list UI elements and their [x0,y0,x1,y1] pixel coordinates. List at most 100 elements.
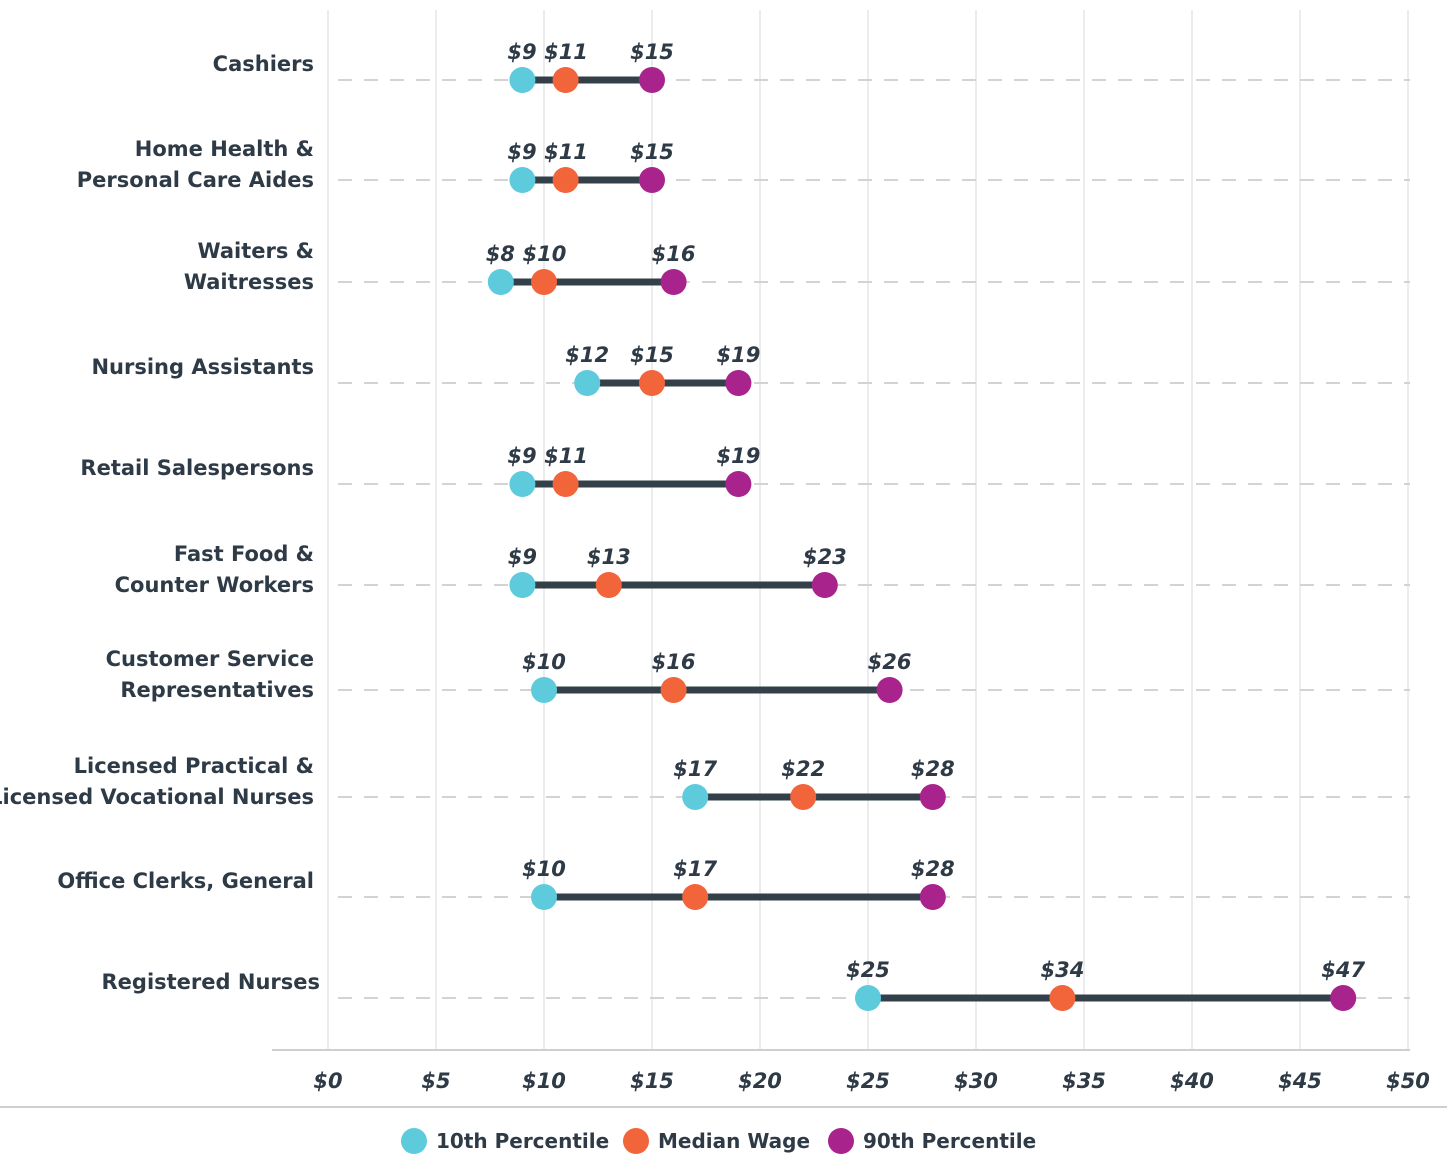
x-tick-label: $50 [1386,1069,1430,1093]
category-label: Cashiers [213,52,314,76]
point-10th-percentile [574,370,601,396]
legend-label: Median Wage [658,1129,810,1153]
category-label: Customer Service [106,647,314,671]
point-median-wage [639,370,665,396]
point-median-wage [595,572,622,598]
category-labels: Cashiers Home Health & Personal Care Aides… [0,52,320,994]
value-label: $22 [781,757,825,781]
value-label: $17 [673,857,717,881]
category-label: Waiters & [197,239,314,263]
value-label: $15 [630,40,674,64]
value-label: $17 [673,757,717,781]
category-label: Registered Nurses [102,970,321,994]
value-label: $19 [716,444,760,468]
point-90th-percentile [725,370,752,396]
point-90th-percentile [876,677,903,703]
x-axis: $0 $5 $10 $15 $20 $25 $30 $35 $40 $45 $50 [0,1049,1447,1108]
category-label: Counter Workers [115,573,314,597]
value-label: $26 [868,650,912,674]
point-median-wage [1049,985,1076,1011]
category-label: Retail Salespersons [80,456,314,480]
category-label: Office Clerks, General [57,869,314,893]
point-90th-percentile [1330,985,1357,1011]
value-labels: $9 $11 $15 $9 $11 $15 $8 $10 $16 $12 $15 $19 $9 $11 $1… [486,40,1366,982]
point-median-wage [552,167,579,193]
point-90th-percentile [639,67,665,93]
value-label: $13 [587,545,631,569]
legend-label: 90th Percentile [863,1129,1036,1153]
point-median-wage [682,884,709,910]
value-label: $15 [630,140,674,164]
value-label: $16 [652,242,696,266]
category-label: Home Health & [135,137,314,161]
value-label: $9 [507,140,536,164]
category-label: Licensed Vocational Nurses [0,785,314,809]
point-10th-percentile [487,269,514,295]
value-label: $12 [565,343,609,367]
x-tick-label: $0 [313,1069,342,1093]
point-90th-percentile [660,269,687,295]
value-label: $9 [507,444,536,468]
value-label: $47 [1321,958,1365,982]
value-label: $15 [630,343,674,367]
x-tick-label: $15 [630,1069,674,1093]
category-label: Nursing Assistants [91,355,314,379]
value-label: $28 [911,857,955,881]
point-10th-percentile [682,784,709,810]
point-90th-percentile [725,471,752,497]
point-10th-percentile [531,884,557,910]
category-label: Personal Care Aides [77,168,314,192]
point-10th-percentile [855,985,881,1011]
value-label: $10 [522,857,566,881]
value-label: $11 [544,140,588,164]
value-label: $28 [911,757,955,781]
value-label: $10 [522,242,566,266]
legend-swatch [828,1128,854,1154]
x-tick-label: $35 [1062,1069,1106,1093]
point-median-wage [552,471,579,497]
point-90th-percentile [919,884,946,910]
x-tick-label: $40 [1170,1069,1214,1093]
legend-swatch [623,1128,649,1154]
value-label: $19 [716,343,760,367]
point-90th-percentile [639,167,665,193]
data-points [487,67,1357,1011]
value-label: $34 [1040,958,1084,982]
point-median-wage [790,784,817,810]
point-10th-percentile [509,471,536,497]
x-tick-label: $30 [954,1069,998,1093]
x-tick-label: $45 [1278,1069,1322,1093]
value-label: $11 [544,444,588,468]
row-dashed-lines [338,79,1410,999]
point-10th-percentile [509,572,536,598]
x-tick-label: $20 [738,1069,782,1093]
legend-label: 10th Percentile [436,1129,609,1153]
value-label: $8 [486,242,515,266]
range-lines [500,76,1344,1002]
point-10th-percentile [509,167,536,193]
point-90th-percentile [811,572,838,598]
point-median-wage [531,269,557,295]
legend-swatch [401,1128,427,1154]
value-label: $10 [522,650,566,674]
x-tick-label: $25 [846,1069,890,1093]
point-90th-percentile [919,784,946,810]
value-label: $11 [544,40,588,64]
category-label: Representatives [120,678,314,702]
point-median-wage [552,67,579,93]
value-label: $25 [846,958,890,982]
legend: 10th Percentile Median Wage 90th Percentil… [401,1128,1036,1154]
value-label: $9 [507,40,536,64]
value-label: $9 [508,545,537,569]
point-10th-percentile [531,677,557,703]
x-tick-label: $5 [421,1069,450,1093]
value-label: $16 [652,650,696,674]
category-label: Fast Food & [174,542,314,566]
point-median-wage [660,677,687,703]
point-10th-percentile [509,67,536,93]
category-label: Licensed Practical & [74,754,314,778]
value-label: $23 [803,545,847,569]
category-label: Waitresses [184,270,314,294]
x-tick-label: $10 [522,1069,566,1093]
